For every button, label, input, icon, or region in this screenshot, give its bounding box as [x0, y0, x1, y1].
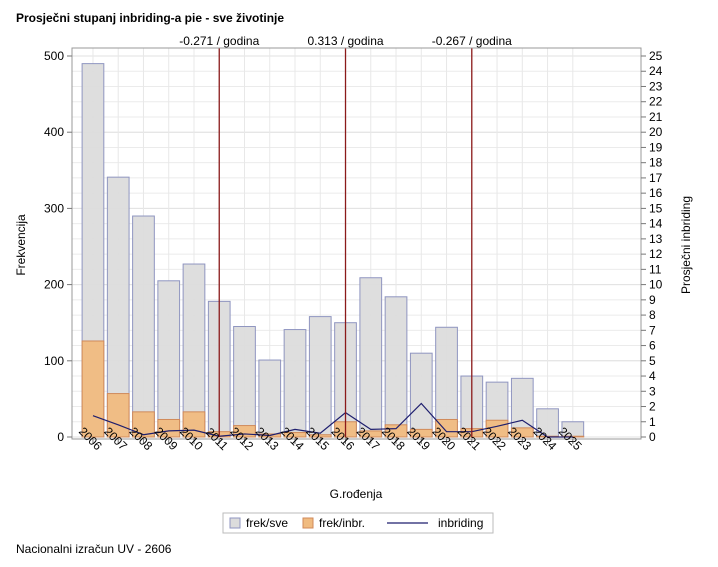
y-tick-label: 300: [44, 201, 64, 215]
y2-tick-label: 9: [649, 293, 656, 307]
y2-tick-label: 13: [649, 232, 663, 246]
chart: -0.271 / godina 0.313 / godina -0.267 / go…: [14, 34, 693, 534]
bar-frekinbr: [233, 425, 256, 438]
bar-frekinbr: [384, 424, 408, 438]
y2-tick-label: 6: [649, 339, 656, 353]
bar-freksve: [308, 316, 332, 438]
legend: [222, 512, 494, 534]
bar-frekinbr: [132, 411, 155, 438]
y2-tick-label: 12: [649, 247, 663, 261]
legend-label: frek/inbr.: [319, 516, 365, 530]
bar-freksve: [182, 263, 206, 438]
bar-frekinbr: [435, 418, 458, 438]
y-tick-label: 500: [44, 49, 64, 63]
bar-frekinbr: [510, 427, 534, 438]
chart-title: Prosječni stupanj inbriding-a pie - sve …: [16, 11, 285, 25]
bar-freksve: [359, 277, 383, 438]
legend-label: frek/sve: [246, 516, 288, 530]
legend-label: inbriding: [438, 516, 483, 530]
y2-tick-label: 24: [649, 64, 663, 78]
y-tick-label: 100: [44, 354, 64, 368]
bar-frekinbr: [157, 418, 181, 438]
y2-tick-label: 23: [649, 79, 663, 93]
bar-frekinbr: [359, 430, 383, 438]
y2-tick-label: 11: [649, 262, 662, 276]
bar-freksve: [233, 326, 256, 438]
y2-tick-label: 20: [649, 125, 663, 139]
y2-tick-label: 15: [649, 201, 663, 215]
y2-tick-label: 22: [649, 95, 663, 109]
y2-tick-label: 8: [649, 308, 656, 322]
legend-swatch-frek-sve: [229, 517, 241, 529]
y-tick-label: 200: [44, 278, 64, 292]
bar-frekinbr: [81, 340, 105, 438]
y2-tick-label: 21: [649, 110, 663, 124]
y2-tick-label: 25: [649, 49, 663, 63]
reference-label: 0.313 / godina: [307, 34, 383, 48]
y2-tick-label: 7: [649, 323, 656, 337]
y2-tick-label: 2: [649, 400, 656, 414]
bar-freksve: [132, 215, 155, 438]
bar-frekinbr: [308, 434, 332, 438]
y2-tick-label: 18: [649, 156, 663, 170]
y2-tick-label: 0: [649, 430, 656, 444]
y2-axis-label: Prosječni inbriding: [679, 196, 693, 294]
bar-freksve: [384, 296, 408, 438]
bar-frekinbr: [106, 393, 130, 438]
y2-tick-label: 19: [649, 140, 663, 154]
bar-frekinbr: [283, 431, 307, 438]
bar-freksve: [283, 329, 307, 438]
y2-tick-label: 3: [649, 384, 656, 398]
y-axis-label: Frekvencija: [14, 214, 28, 276]
reference-label: -0.271 / godina: [179, 34, 259, 48]
x-axis-label: G.rođenja: [330, 487, 383, 501]
bar-freksve: [157, 280, 181, 438]
y2-tick-label: 5: [649, 354, 656, 368]
y-tick-label: 400: [44, 125, 64, 139]
bar-frekinbr: [409, 428, 433, 438]
y2-tick-label: 16: [649, 186, 663, 200]
footnote: Nacionalni izračun UV - 2606: [16, 542, 172, 556]
y2-tick-label: 17: [649, 171, 663, 185]
y2-tick-label: 10: [649, 278, 663, 292]
legend-swatch-frek-inbr: [302, 517, 314, 529]
line-inbriding: [92, 402, 573, 438]
y-tick-label: 0: [57, 430, 64, 444]
y2-tick-label: 14: [649, 217, 663, 231]
y2-tick-label: 1: [649, 415, 656, 429]
reference-label: -0.267 / godina: [432, 34, 512, 48]
y2-tick-label: 4: [649, 369, 656, 383]
plot-border: [71, 47, 642, 440]
